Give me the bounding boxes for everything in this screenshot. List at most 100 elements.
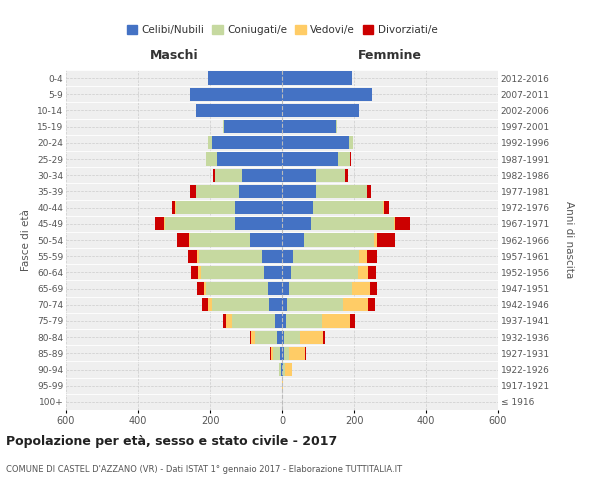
Bar [282,168,316,182]
Bar [273,346,280,360]
Bar [226,314,232,328]
Bar [172,201,175,214]
Bar [283,363,284,376]
Bar [199,250,262,263]
Bar [212,168,215,182]
Bar [323,330,325,344]
Bar [316,185,367,198]
Bar [201,266,264,279]
Bar [190,88,282,101]
Bar [217,152,282,166]
Bar [202,298,208,312]
Bar [280,363,281,376]
Bar [242,168,282,182]
Bar [198,266,201,279]
Bar [282,72,352,85]
Bar [255,330,277,344]
Text: Femmine: Femmine [358,50,422,62]
Bar [282,346,284,360]
Bar [188,250,197,263]
Bar [282,234,304,246]
Bar [305,346,306,360]
Y-axis label: Fasce di età: Fasce di età [22,209,31,271]
Bar [286,314,322,328]
Bar [196,104,282,117]
Bar [282,314,286,328]
Bar [224,120,282,134]
Bar [197,282,203,295]
Bar [282,185,316,198]
Bar [367,185,371,198]
Bar [368,298,375,312]
Bar [284,346,289,360]
Bar [206,152,217,166]
Bar [232,314,275,328]
Bar [208,298,212,312]
Bar [235,217,282,230]
Bar [282,104,359,117]
Bar [374,234,377,246]
Bar [262,250,282,263]
Bar [282,250,293,263]
Bar [280,346,282,360]
Bar [250,330,251,344]
Bar [394,217,395,230]
Bar [190,185,196,198]
Text: Popolazione per età, sesso e stato civile - 2017: Popolazione per età, sesso e stato civil… [6,435,337,448]
Bar [155,217,164,230]
Bar [291,266,358,279]
Bar [383,201,384,214]
Y-axis label: Anni di nascita: Anni di nascita [564,202,574,278]
Bar [208,136,212,149]
Bar [271,346,273,360]
Bar [215,168,242,182]
Bar [359,250,367,263]
Bar [269,298,282,312]
Bar [212,136,282,149]
Bar [282,330,284,344]
Bar [322,314,350,328]
Bar [345,168,348,182]
Bar [350,152,351,166]
Bar [277,330,282,344]
Bar [338,152,350,166]
Bar [336,120,337,134]
Bar [279,363,280,376]
Bar [251,330,255,344]
Bar [239,185,282,198]
Bar [282,136,349,149]
Bar [395,217,410,230]
Bar [313,201,383,214]
Bar [165,217,235,230]
Bar [304,234,374,246]
Bar [196,185,239,198]
Bar [282,266,291,279]
Bar [282,298,287,312]
Bar [287,298,343,312]
Bar [223,120,224,134]
Bar [208,72,282,85]
Bar [282,201,313,214]
Bar [358,266,368,279]
Bar [281,363,282,376]
Bar [282,152,338,166]
Bar [316,168,345,182]
Bar [235,201,282,214]
Bar [311,217,394,230]
Bar [206,282,268,295]
Bar [282,282,289,295]
Bar [349,136,353,149]
Bar [191,266,198,279]
Legend: Celibi/Nubili, Coniugati/e, Vedovi/e, Divorziati/e: Celibi/Nubili, Coniugati/e, Vedovi/e, Di… [122,21,442,40]
Bar [370,282,377,295]
Bar [250,234,282,246]
Bar [223,314,226,328]
Bar [176,201,235,214]
Bar [384,201,389,214]
Bar [343,298,368,312]
Bar [368,266,376,279]
Bar [177,234,190,246]
Bar [282,379,283,392]
Text: COMUNE DI CASTEL D'AZZANO (VR) - Dati ISTAT 1° gennaio 2017 - Elaborazione TUTTI: COMUNE DI CASTEL D'AZZANO (VR) - Dati IS… [6,465,402,474]
Bar [282,88,372,101]
